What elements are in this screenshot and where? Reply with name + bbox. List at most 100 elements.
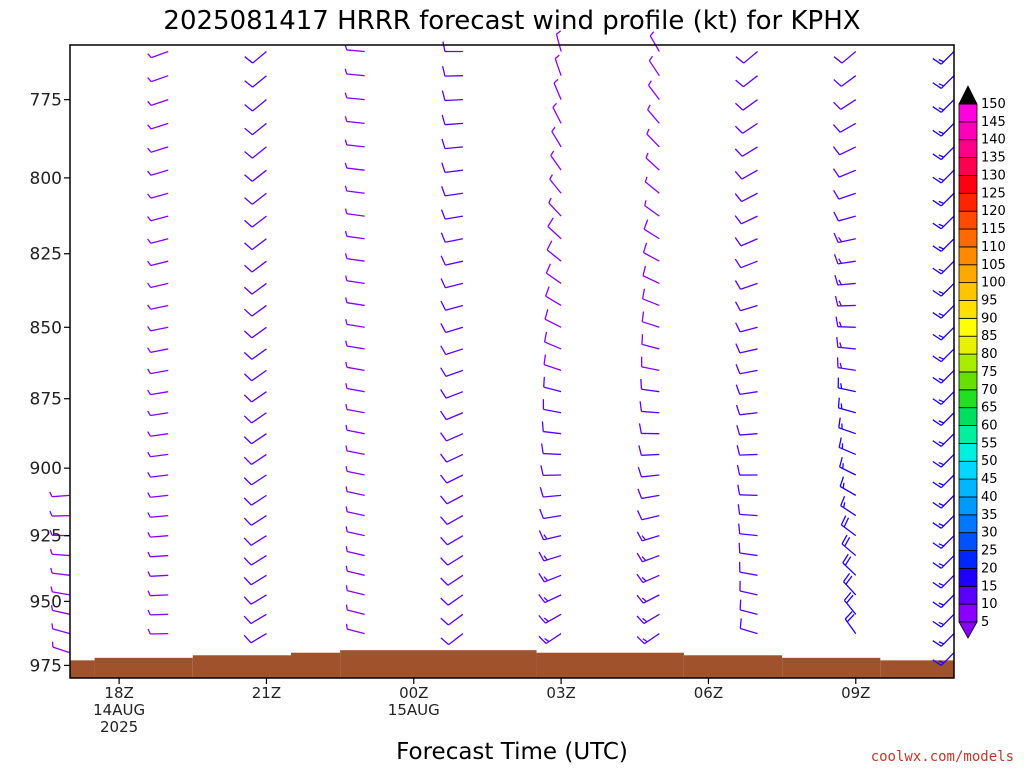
colorbar-arrow-top <box>958 85 978 105</box>
barb-shaft <box>641 366 660 372</box>
barb-feather <box>735 56 745 64</box>
wind-barb <box>932 348 955 363</box>
barb-shaft <box>940 453 955 468</box>
wind-barb <box>344 44 365 53</box>
wind-barb <box>642 242 660 262</box>
barb-feather <box>49 529 53 536</box>
wind-barb <box>739 599 758 615</box>
colorbar-segment <box>958 139 978 158</box>
colorbar-label: 80 <box>981 347 998 362</box>
wind-barb <box>734 301 758 312</box>
barb-feather <box>843 592 852 601</box>
barb-feather <box>938 334 945 339</box>
wind-barb <box>636 594 660 604</box>
wind-barb <box>345 383 365 393</box>
barb-shaft <box>346 97 365 101</box>
barb-feather <box>538 572 545 583</box>
wind-barb <box>440 410 464 421</box>
colorbar-label: 15 <box>981 579 998 594</box>
barb-shaft <box>346 387 365 393</box>
barb-feather <box>833 232 839 243</box>
wind-barb <box>638 445 660 456</box>
barb-feather <box>842 482 845 489</box>
wind-barb <box>49 548 71 557</box>
barb-feather <box>545 263 552 274</box>
wind-barb <box>833 254 856 265</box>
barb-feather <box>845 575 853 585</box>
barb-feather <box>147 326 152 332</box>
barb-feather <box>643 219 649 230</box>
colorbar-label: 125 <box>981 186 1006 201</box>
wind-barb <box>738 542 758 557</box>
barb-feather <box>440 557 449 566</box>
barb-shaft <box>448 633 464 646</box>
barb-feather <box>938 420 945 424</box>
barb-feather <box>243 308 253 317</box>
barb-feather <box>243 477 252 486</box>
wind-barb <box>932 215 955 230</box>
barb-shaft <box>150 326 169 332</box>
barb-shaft <box>150 215 169 222</box>
wind-barb <box>243 633 267 644</box>
wind-barb <box>736 425 758 436</box>
wind-barb <box>147 192 169 199</box>
barb-feather <box>649 31 655 37</box>
wind-barb <box>837 397 856 414</box>
barb-shaft <box>740 282 758 290</box>
wind-barb <box>540 443 562 456</box>
barb-feather <box>147 532 151 538</box>
barb-feather <box>840 496 846 506</box>
wind-barb <box>147 122 169 130</box>
barb-feather <box>840 383 843 389</box>
wind-barb <box>147 282 169 289</box>
wind-barb <box>243 412 267 424</box>
barb-feather <box>938 621 945 626</box>
wind-barb <box>440 389 464 399</box>
terrain-block <box>70 660 95 678</box>
barb-shaft <box>552 107 562 124</box>
barb-feather <box>938 641 945 645</box>
barb-feather <box>538 530 545 541</box>
colorbar-label: 140 <box>981 133 1006 148</box>
barb-shaft <box>647 109 660 124</box>
colorbar-segment <box>958 103 978 123</box>
wind-barb <box>147 389 169 396</box>
wind-barb <box>932 282 955 297</box>
wind-barb <box>639 401 660 414</box>
barb-feather <box>838 437 842 448</box>
barb-feather <box>344 208 348 214</box>
wind-barb <box>551 126 562 148</box>
barb-feather <box>147 609 151 616</box>
wind-barb <box>538 613 562 624</box>
barb-feather <box>734 237 742 247</box>
barb-feather <box>243 517 252 526</box>
barb-shaft <box>841 50 857 64</box>
barb-shaft <box>251 304 267 317</box>
x-tick-label: 15AUG <box>388 701 440 719</box>
wind-barb <box>832 168 857 178</box>
barb-feather <box>938 130 945 135</box>
barb-shaft <box>347 609 365 615</box>
barb-feather <box>243 286 253 295</box>
barb-shaft <box>739 513 758 517</box>
wind-barb <box>538 530 562 541</box>
barb-feather <box>736 445 741 456</box>
barb-shaft <box>838 387 856 393</box>
wind-barb <box>837 377 856 393</box>
barb-shaft <box>551 131 562 148</box>
barb-feather <box>738 523 741 534</box>
terrain-block <box>536 652 684 678</box>
barb-feather <box>147 628 151 635</box>
barb-shaft <box>444 169 463 174</box>
wind-barb <box>244 238 267 251</box>
barb-shaft <box>940 238 955 252</box>
barb-feather <box>538 594 546 603</box>
barb-shaft <box>940 535 955 549</box>
barb-shaft <box>940 304 955 319</box>
barb-shaft <box>346 531 365 537</box>
colorbar-segment <box>958 175 978 194</box>
wind-barb <box>345 445 365 456</box>
wind-barb <box>833 232 856 244</box>
wind-barb <box>641 311 660 328</box>
barb-feather <box>147 304 152 310</box>
